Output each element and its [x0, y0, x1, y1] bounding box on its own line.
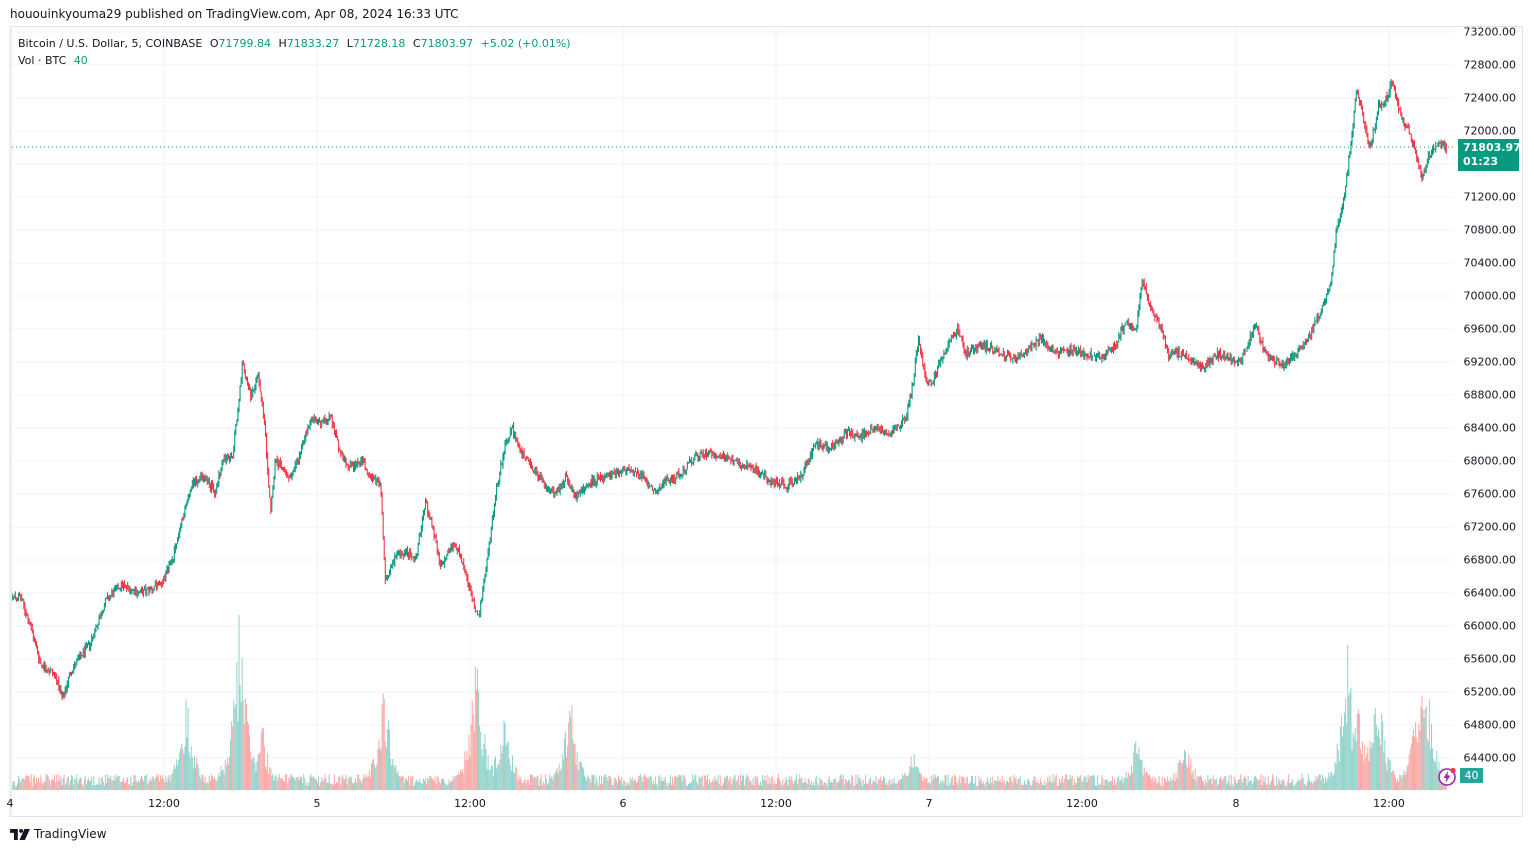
time-tick-label: 12:00	[760, 797, 792, 810]
bar-countdown: 01:23	[1463, 155, 1499, 168]
volume-value: 40	[73, 54, 88, 67]
volume-label[interactable]: Vol · BTC	[18, 54, 67, 67]
price-tick-label: 71200.00	[1463, 190, 1517, 204]
price-tick-label: 72000.00	[1463, 124, 1517, 138]
price-tick-label: 70800.00	[1463, 223, 1517, 237]
candlestick-chart[interactable]	[12, 27, 1454, 792]
chart-frame	[9, 26, 1523, 817]
price-tick-label: 68400.00	[1463, 421, 1517, 435]
legend-ohlc-row: Bitcoin / U.S. Dollar, 5, COINBASE O7179…	[18, 35, 571, 52]
price-axis[interactable]: 73200.0072800.0072400.0072000.0071600.00…	[1454, 25, 1522, 792]
time-tick-label: 12:00	[1373, 797, 1405, 810]
time-tick-label: 8	[1232, 797, 1240, 810]
high-value: H71833.27	[278, 37, 340, 50]
last-price-tag: 71803.97 01:23	[1458, 139, 1521, 171]
tradingview-logo-icon	[10, 828, 30, 840]
price-tick-label: 64800.00	[1463, 718, 1517, 732]
price-tick-label: 72800.00	[1463, 58, 1517, 72]
tradingview-brand[interactable]: TradingView	[10, 827, 107, 841]
time-tick-label: 12:00	[454, 797, 486, 810]
price-tick-label: 69600.00	[1463, 322, 1517, 336]
close-value: C71803.97	[412, 37, 474, 50]
price-tick-label: 73200.00	[1463, 25, 1517, 39]
price-tick-label: 69200.00	[1463, 355, 1517, 369]
time-tick-label: 5	[313, 797, 321, 810]
volume-tag: 40	[1460, 768, 1483, 783]
price-tick-label: 66000.00	[1463, 619, 1517, 633]
time-tick-label: 6	[619, 797, 627, 810]
change-value: +5.02 (+0.01%)	[480, 37, 571, 50]
price-tick-label: 70400.00	[1463, 256, 1517, 270]
price-tick-label: 68800.00	[1463, 388, 1517, 402]
low-value: L71728.18	[346, 37, 406, 50]
price-tick-label: 66400.00	[1463, 586, 1517, 600]
brand-name: TradingView	[34, 827, 107, 841]
time-tick-label: 4	[6, 797, 14, 810]
last-price-value: 71803.97	[1463, 141, 1521, 154]
open-value: O71799.84	[209, 37, 271, 50]
chart-legend: Bitcoin / U.S. Dollar, 5, COINBASE O7179…	[18, 35, 571, 69]
price-tick-label: 64400.00	[1463, 751, 1517, 765]
publish-info: hououinkyouma29 published on TradingView…	[10, 7, 459, 21]
lightning-alert-icon[interactable]	[1437, 767, 1457, 787]
price-tick-label: 70000.00	[1463, 289, 1517, 303]
price-tick-label: 65600.00	[1463, 652, 1517, 666]
price-tick-label: 66800.00	[1463, 553, 1517, 567]
chart-plot-area[interactable]	[12, 27, 1454, 792]
time-tick-label: 12:00	[1066, 797, 1098, 810]
legend-volume-row: Vol · BTC 40	[18, 52, 571, 69]
symbol-label[interactable]: Bitcoin / U.S. Dollar, 5, COINBASE	[18, 37, 203, 50]
price-tick-label: 68000.00	[1463, 454, 1517, 468]
price-tick-label: 67600.00	[1463, 487, 1517, 501]
price-tick-label: 67200.00	[1463, 520, 1517, 534]
time-axis[interactable]: 4 12:00 5 12:00 6 12:00 7 12:00 8 12:00	[7, 792, 1454, 816]
price-tick-label: 65200.00	[1463, 685, 1517, 699]
time-tick-label: 12:00	[148, 797, 180, 810]
time-tick-label: 7	[925, 797, 933, 810]
price-tick-label: 72400.00	[1463, 91, 1517, 105]
